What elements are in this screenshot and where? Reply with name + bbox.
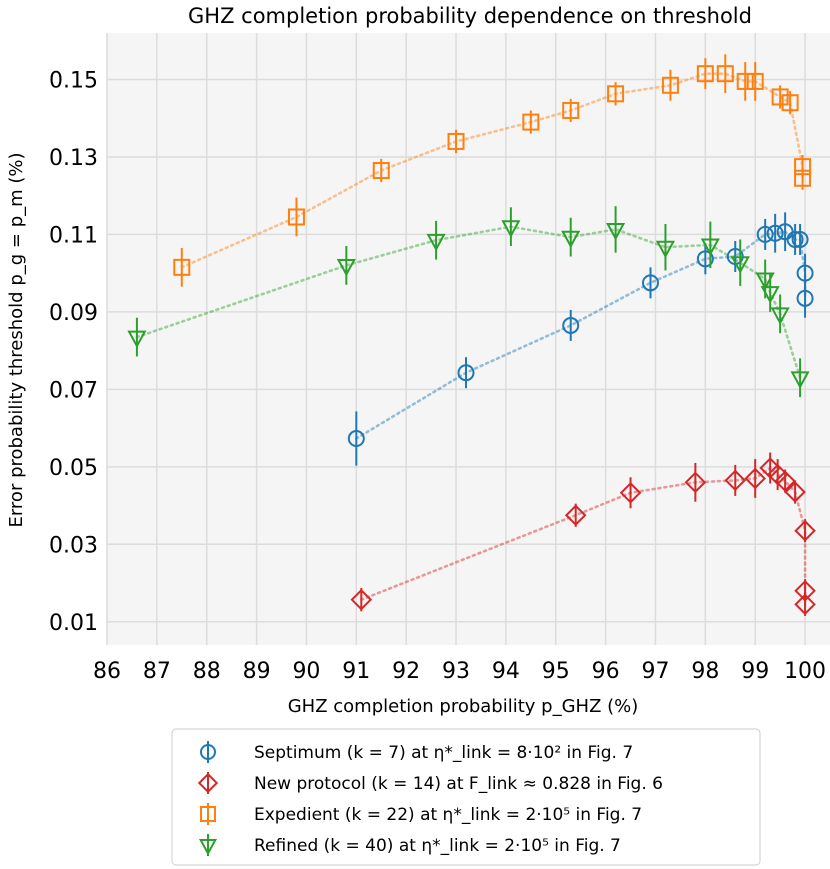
data-point [796, 289, 814, 307]
data-point [770, 307, 790, 325]
data-point [173, 258, 191, 276]
series-line [180, 72, 804, 269]
x-axis-label: GHZ completion probability p_GHZ (%) [288, 696, 639, 717]
data-point [791, 230, 809, 248]
data-point [771, 88, 789, 106]
data-point [347, 430, 365, 448]
x-tick-label: 97 [641, 659, 669, 684]
legend-box [171, 728, 761, 866]
data-point [760, 286, 780, 304]
x-tick-label: 88 [193, 659, 221, 684]
data-point [781, 94, 799, 112]
legend-entry: Expedient (k = 22) at η*_link = 2·10⁵ in… [254, 805, 642, 825]
x-tick-label: 91 [342, 659, 370, 684]
data-point [774, 470, 796, 492]
y-tick-label: 0.01 [49, 611, 98, 636]
data-point [786, 230, 804, 248]
data-point [744, 467, 766, 490]
data-point [756, 225, 774, 243]
chart-title: GHZ completion probability dependence on… [188, 4, 752, 28]
legend-marker [198, 838, 218, 856]
data-point [766, 224, 784, 242]
grid [106, 33, 830, 645]
data-point [562, 101, 580, 119]
legend-entry: New protocol (k = 14) at F_link ≈ 0.828 … [254, 774, 663, 794]
data-point [696, 250, 714, 268]
data-point [700, 238, 720, 256]
data-point [447, 132, 465, 150]
y-tick-label: 0.11 [49, 223, 98, 248]
x-tick-label: 92 [392, 659, 420, 684]
legend-entry: Refined (k = 40) at η*_link = 2·10⁵ in F… [254, 836, 621, 856]
data-point [730, 256, 750, 274]
data-point [724, 469, 747, 492]
data-point [287, 208, 305, 226]
tick-labels: 86 87 88 89 90 91 92 93 94 95 96 97 98 99 100 0.01 0.03 0… [49, 68, 826, 684]
data-point [746, 72, 764, 90]
data-point [619, 481, 642, 504]
x-tick-label: 89 [243, 659, 271, 684]
x-tick-label: 90 [292, 659, 320, 684]
legend-marker [197, 772, 219, 794]
legend-marker [200, 806, 216, 822]
data-point [641, 274, 659, 292]
data-point [457, 364, 475, 382]
x-tick-label: 86 [93, 659, 121, 684]
data-point [784, 481, 806, 503]
data-point [607, 85, 625, 103]
data-point [426, 233, 446, 252]
data-point [372, 162, 390, 180]
y-axis-label: Error probability threshold p_g = p_m (%… [6, 152, 27, 527]
legend-entry: Septimum (k = 7) at η*_link = 8·10² in F… [254, 743, 633, 763]
data-point [655, 240, 676, 259]
y-tick-label: 0.05 [49, 456, 98, 481]
data-points [127, 54, 816, 616]
data-point [606, 222, 626, 241]
data-point [564, 504, 587, 527]
data-point [336, 259, 356, 277]
data-point [716, 65, 734, 83]
y-tick-label: 0.03 [49, 533, 98, 558]
x-tick-label: 96 [592, 659, 620, 684]
data-point [127, 330, 147, 349]
x-tick-label: 98 [691, 659, 719, 684]
data-point [794, 169, 812, 187]
x-tick-label: 87 [143, 659, 171, 684]
data-point [696, 65, 714, 83]
data-point [501, 220, 521, 238]
data-point [794, 519, 816, 542]
x-tick-label: 94 [492, 659, 520, 684]
y-tick-label: 0.07 [49, 378, 98, 403]
data-point [522, 113, 540, 131]
data-point [661, 76, 679, 94]
data-point [561, 230, 581, 249]
data-point [684, 471, 707, 494]
x-tick-label: 100 [784, 659, 826, 684]
legend: Septimum (k = 7) at η*_link = 8·10² in F… [171, 728, 761, 866]
data-point [755, 272, 775, 291]
y-tick-label: 0.13 [49, 146, 98, 171]
legend-marker [200, 744, 216, 760]
y-tick-label: 0.15 [49, 68, 98, 93]
data-point [350, 588, 373, 611]
plot-area [107, 33, 830, 645]
y-tick-label: 0.09 [49, 301, 98, 326]
data-point [794, 593, 816, 616]
x-tick-label: 95 [542, 659, 570, 684]
x-tick-label: 99 [741, 659, 769, 684]
data-point [790, 371, 810, 389]
x-tick-label: 93 [442, 659, 470, 684]
data-point [562, 316, 580, 334]
data-point [736, 72, 754, 90]
